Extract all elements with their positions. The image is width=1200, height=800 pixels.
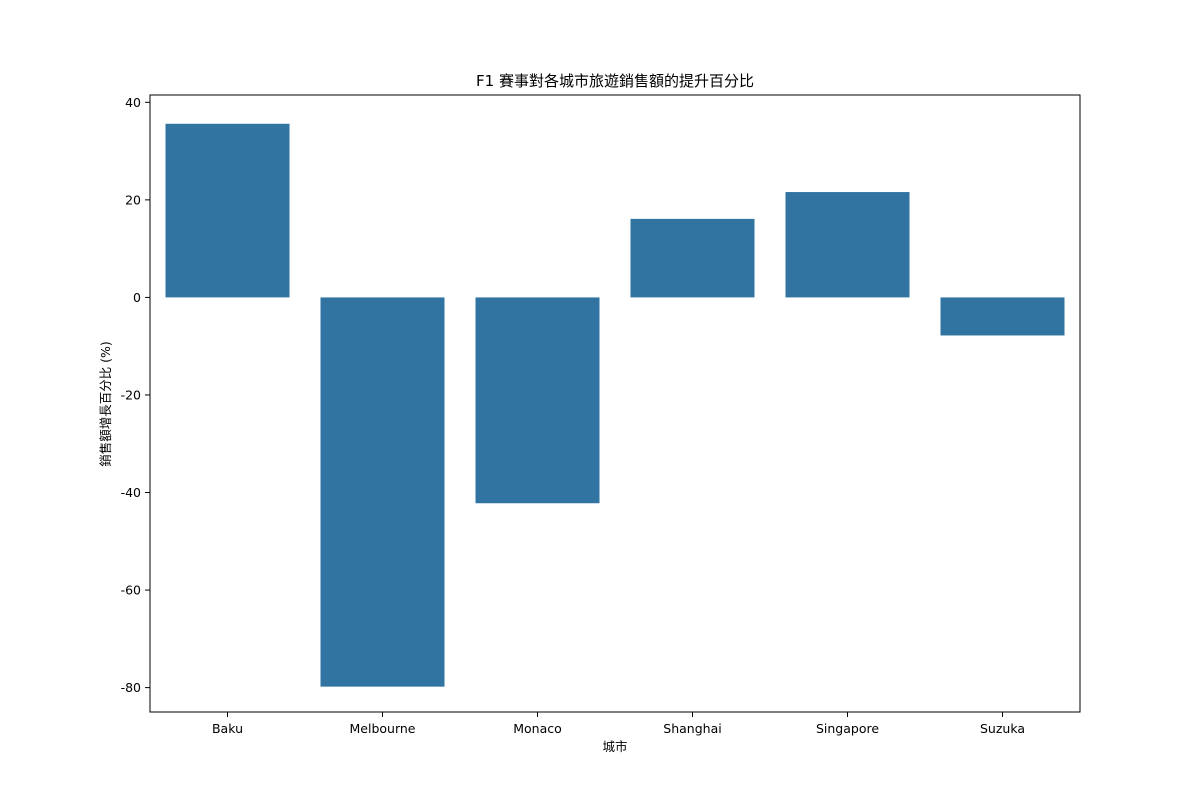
bar-melbourne <box>320 297 445 687</box>
x-axis-label: 城市 <box>602 739 627 754</box>
x-tick-label: Singapore <box>816 721 879 736</box>
bar-shanghai <box>630 218 755 298</box>
y-axis-ticks: 40 20 0 -20 -40 -60 -80 <box>121 95 150 695</box>
y-tick-label: -20 <box>121 387 141 402</box>
x-tick-label: Suzuka <box>980 721 1025 736</box>
y-tick-label: -40 <box>121 485 141 500</box>
y-tick-label: -80 <box>121 680 141 695</box>
bar-baku <box>165 123 290 298</box>
bar-singapore <box>785 192 910 298</box>
x-tick-label: Monaco <box>513 721 562 736</box>
y-tick-label: -60 <box>121 583 141 598</box>
y-axis-label: 銷售額增長百分比 (%) <box>98 341 113 467</box>
bar-monaco <box>475 297 600 504</box>
y-tick-label: 0 <box>133 290 141 305</box>
x-tick-label: Melbourne <box>350 721 416 736</box>
y-tick-label: 20 <box>125 192 141 207</box>
bar-suzuka <box>940 297 1065 336</box>
y-tick-label: 40 <box>125 95 141 110</box>
x-tick-label: Baku <box>212 721 243 736</box>
bars-group <box>165 123 1065 687</box>
x-tick-label: Shanghai <box>663 721 721 736</box>
x-axis-ticks: Baku Melbourne Monaco Shanghai Singapore Suzu… <box>212 712 1025 736</box>
plot-frame <box>149 94 1081 713</box>
chart-title: F1 賽事對各城市旅遊銷售額的提升百分比 <box>476 72 754 90</box>
